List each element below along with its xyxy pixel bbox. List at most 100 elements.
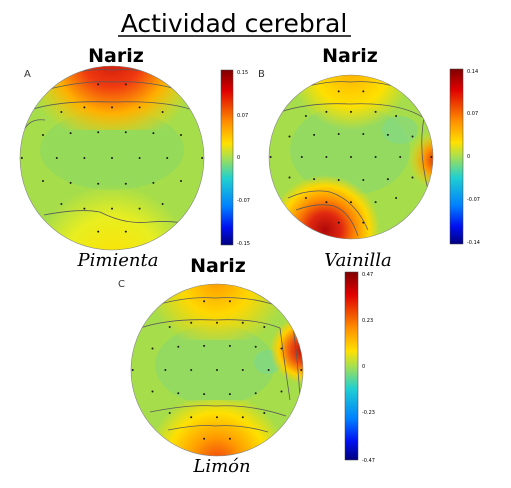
- electrode: [42, 134, 44, 136]
- electrode: [124, 131, 127, 134]
- electrode: [124, 230, 127, 233]
- electrode: [168, 412, 171, 414]
- electrode: [97, 230, 100, 233]
- electrode: [228, 300, 231, 303]
- electrode: [350, 201, 352, 204]
- electrode: [203, 344, 206, 347]
- electrode: [399, 156, 402, 158]
- electrode: [350, 110, 352, 113]
- colorbar-c: [344, 271, 359, 461]
- electrode: [241, 369, 244, 371]
- electrode: [241, 416, 244, 419]
- electrode: [166, 157, 169, 159]
- electrode: [124, 182, 127, 185]
- electrodes-a: [20, 83, 204, 233]
- electrode: [97, 131, 100, 134]
- electrode: [151, 390, 154, 393]
- electrode: [97, 83, 100, 86]
- electrodes-b: [269, 90, 433, 224]
- electrode: [267, 369, 270, 371]
- colorbar-b: [449, 68, 464, 245]
- colorbar-c-upper: 0.23: [362, 318, 373, 324]
- caption-b: Vainilla: [324, 250, 391, 271]
- electrode: [131, 369, 134, 371]
- electrode: [60, 111, 63, 113]
- electrode: [161, 111, 164, 113]
- colorbar-b-lower: -0.07: [467, 197, 480, 203]
- colorbar-c-lower: -0.23: [362, 410, 375, 416]
- nose-label-b: Nariz: [322, 45, 378, 67]
- electrode: [313, 133, 316, 136]
- caption-c: Limón: [192, 456, 250, 477]
- panel-a: Nariz A 0.15 0.07 0 -0.07 -0.15 Pimienta: [19, 45, 250, 271]
- electrode: [180, 134, 182, 136]
- colorbar-c-max: 0.47: [362, 272, 373, 278]
- electrode: [60, 203, 63, 205]
- electrode: [395, 115, 398, 117]
- electrode: [263, 412, 266, 414]
- electrode: [177, 345, 180, 348]
- electrode: [300, 369, 303, 371]
- electrode: [337, 90, 340, 93]
- nose-label-a: Nariz: [88, 45, 144, 67]
- colorbar-c-mid: 0: [362, 364, 365, 370]
- electrode: [254, 345, 257, 348]
- electrode: [374, 201, 377, 204]
- colorbar-a-min: -0.15: [237, 241, 250, 247]
- electrode: [374, 110, 377, 113]
- electrode: [97, 182, 100, 185]
- electrode: [300, 156, 303, 158]
- head-map-a: [20, 66, 204, 250]
- colorbar-a-upper: 0.07: [237, 113, 248, 119]
- electrode: [151, 347, 154, 350]
- electrode: [280, 347, 283, 350]
- electrode: [111, 207, 113, 210]
- electrode: [362, 90, 365, 93]
- colorbar-b-mid: 0: [467, 154, 470, 160]
- electrode: [304, 197, 307, 199]
- electrode: [325, 201, 328, 204]
- electrodes-c: [131, 300, 303, 440]
- panel-letter-c: C: [118, 279, 125, 290]
- electrode: [304, 115, 307, 117]
- panel-letter-b: B: [258, 69, 265, 80]
- electrode: [124, 83, 127, 86]
- colorbar-b-upper: 0.07: [467, 111, 478, 117]
- colorbar-c-min: -0.47: [362, 458, 375, 464]
- electrode: [20, 157, 23, 159]
- electrode: [111, 106, 113, 109]
- head-outline-b: [268, 74, 434, 240]
- electrode: [228, 393, 231, 396]
- electrode: [203, 437, 206, 440]
- colorbar-b-min: -0.14: [467, 240, 480, 246]
- electrode: [164, 369, 167, 371]
- electrode: [83, 207, 86, 210]
- electrode: [55, 157, 58, 159]
- electrode: [161, 203, 164, 205]
- electrode: [430, 156, 433, 158]
- electrode: [269, 156, 272, 158]
- head-map-c: [131, 284, 303, 456]
- caption-a: Pimienta: [77, 250, 159, 271]
- panel-letter-a: A: [24, 69, 31, 80]
- electrode: [263, 326, 266, 328]
- electrode: [411, 176, 414, 179]
- colorbar-a-mid: 0: [237, 155, 240, 161]
- electrode: [228, 437, 231, 440]
- electrode: [288, 176, 291, 179]
- nose-label-c: Nariz: [190, 255, 246, 277]
- electrode: [337, 133, 340, 136]
- electrode: [203, 300, 206, 303]
- electrode: [177, 392, 180, 395]
- electrode: [374, 156, 377, 158]
- colorbar-b-max: 0.14: [467, 69, 478, 75]
- electrode: [83, 106, 86, 109]
- panel-c: Nariz C 0.47 0.23 0 -0.23 -0.47 Limón: [118, 255, 375, 477]
- electrode: [83, 157, 86, 159]
- electrode: [325, 110, 328, 113]
- electrode: [168, 326, 171, 328]
- electrode: [152, 181, 155, 184]
- electrode: [190, 416, 193, 419]
- electrode: [362, 221, 365, 224]
